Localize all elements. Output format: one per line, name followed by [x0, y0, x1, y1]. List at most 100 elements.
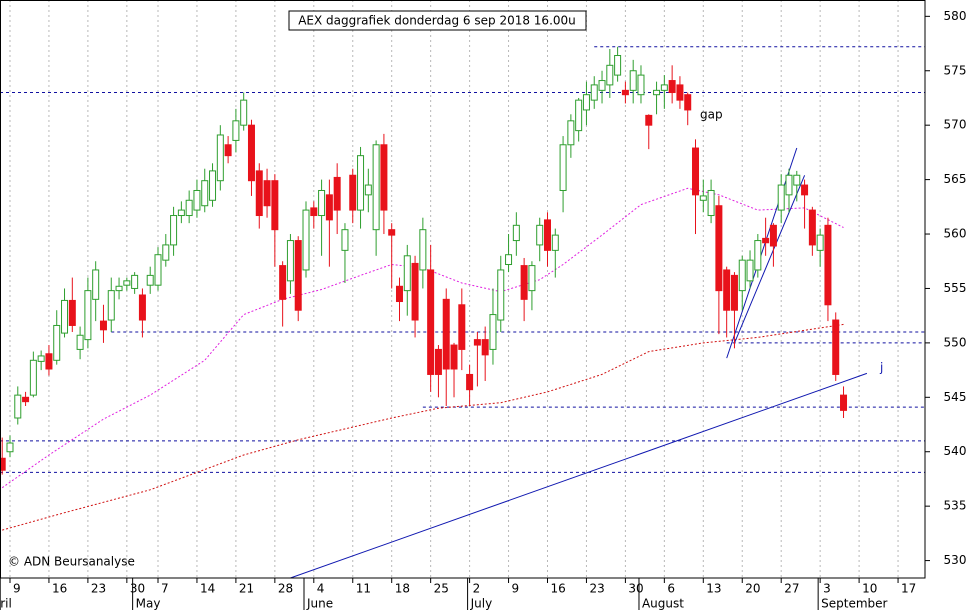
candle-body [450, 344, 458, 370]
candle-body [434, 348, 442, 375]
candle-body [286, 240, 294, 282]
candle-body [505, 254, 513, 266]
candle-body [29, 359, 37, 396]
annotation: gap [700, 108, 723, 122]
candle-body [388, 229, 396, 236]
x-tick-label: 27 [784, 582, 799, 596]
y-tick-label: 575 [944, 63, 967, 77]
candle-body [466, 373, 474, 391]
candle-body [232, 120, 240, 141]
month-label: September [821, 597, 887, 610]
candle-body [458, 304, 466, 350]
candle-body [411, 262, 419, 321]
candle-body [520, 265, 528, 300]
candle-body [349, 174, 357, 211]
x-tick-label: 17 [901, 582, 916, 596]
x-tick-label: 16 [52, 582, 67, 596]
candle-body [785, 174, 793, 196]
candle-body [730, 274, 738, 311]
candle-body [473, 339, 481, 346]
candle-body [201, 180, 209, 207]
annotation: j [879, 361, 883, 375]
candle-body [294, 240, 302, 311]
y-tick-label: 565 [944, 172, 967, 186]
x-tick-label: 25 [434, 582, 449, 596]
candle-body [185, 199, 193, 217]
candle-body [497, 269, 505, 321]
x-tick-label: 16 [551, 582, 566, 596]
candle-body [715, 205, 723, 292]
candle-body [653, 89, 661, 96]
candle-body [684, 94, 692, 111]
candle-body [621, 89, 629, 96]
candle-body [279, 265, 287, 300]
candle-body [45, 353, 53, 370]
candle-body [357, 155, 365, 211]
month-label: August [642, 597, 684, 610]
candle-body [575, 99, 583, 132]
x-tick-label: 7 [161, 582, 169, 596]
candle-body [99, 320, 107, 331]
candle-body [419, 229, 427, 271]
x-tick-label: 18 [395, 582, 410, 596]
x-tick-label: 9 [512, 582, 520, 596]
candle-body [567, 120, 575, 146]
candle-body [333, 176, 341, 211]
candle-body [738, 259, 746, 292]
candle-body [793, 174, 801, 186]
candle-body [442, 298, 450, 370]
candle-body [637, 74, 645, 96]
candle-body [699, 195, 707, 201]
plot-frame [0, 0, 926, 579]
candle-body [84, 290, 92, 341]
y-tick-label: 545 [944, 390, 967, 404]
candle-body [808, 209, 816, 246]
candle-body [76, 334, 84, 350]
x-tick-label: 3 [823, 582, 831, 596]
candle-body [61, 299, 69, 334]
candle-body [824, 224, 832, 306]
candle-body [364, 184, 372, 196]
candle-body [0, 457, 6, 471]
month-label: June [306, 597, 333, 610]
candle-body [777, 184, 785, 211]
candle-body [754, 240, 762, 271]
x-tick-label: 2 [473, 582, 481, 596]
x-tick-label: 30 [130, 582, 145, 596]
plot-area [0, 46, 925, 578]
y-tick-label: 550 [944, 335, 967, 349]
x-tick-label: 21 [239, 582, 254, 596]
candle-body [68, 299, 76, 326]
candle-body [177, 209, 185, 217]
chart-title: AEX daggrafiek donderdag 6 sep 2018 16.0… [298, 14, 576, 28]
candle-body [832, 319, 840, 375]
candle-body [162, 244, 170, 261]
candle-body [216, 134, 224, 182]
candle-body [840, 394, 848, 411]
x-tick-label: 23 [589, 582, 604, 596]
candle-body [325, 194, 333, 221]
candle-body [193, 189, 201, 211]
x-tick-label: 30 [628, 582, 643, 596]
candle-body [614, 55, 622, 76]
candle-body [380, 144, 388, 211]
y-tick-label: 540 [944, 444, 967, 458]
candle-body [395, 285, 403, 303]
x-tick-label: 6 [667, 582, 675, 596]
y-tick-label: 580 [944, 9, 967, 23]
trend-line [734, 175, 806, 344]
candle-body [271, 180, 279, 231]
candle-body [146, 274, 154, 286]
candle-body [302, 209, 310, 271]
candle-body [263, 180, 271, 207]
x-tick-label: 13 [706, 582, 721, 596]
y-tick-label: 535 [944, 499, 967, 513]
candle-body [247, 124, 255, 182]
candle-body [209, 170, 217, 201]
x-tick-label: 10 [862, 582, 877, 596]
x-tick-label: 14 [200, 582, 215, 596]
candle-body [403, 255, 411, 292]
candle-body [582, 94, 590, 111]
